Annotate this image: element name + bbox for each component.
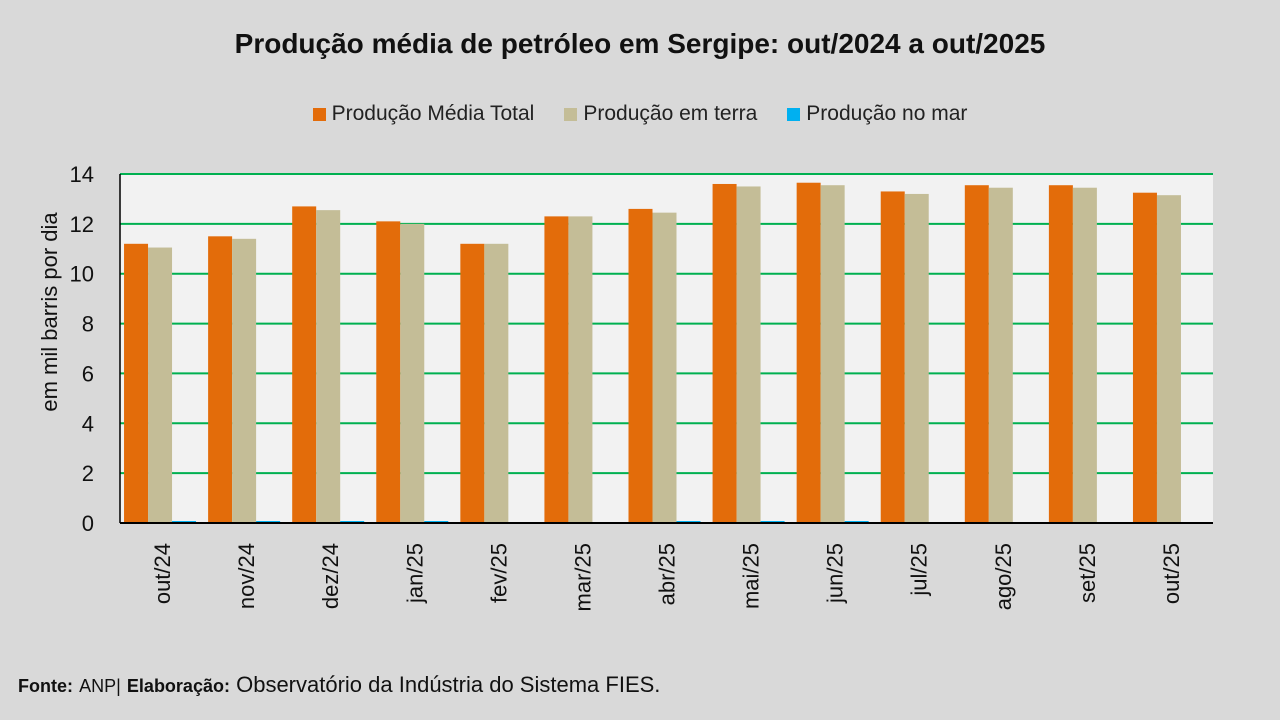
x-tick-label: set/25 bbox=[1075, 543, 1100, 603]
x-tick-label: mai/25 bbox=[739, 543, 764, 609]
x-tick-label: abr/25 bbox=[655, 543, 680, 605]
bar-produção-média-total-abr-25 bbox=[628, 208, 653, 523]
y-tick-label: 0 bbox=[82, 511, 94, 536]
legend-label-mar: Produção no mar bbox=[806, 102, 968, 125]
bar-produção-média-total-mai-25 bbox=[712, 183, 737, 523]
bar-produção-média-total-out-25 bbox=[1132, 192, 1157, 524]
bar-produção-em-terra-mai-25 bbox=[736, 186, 761, 523]
bar-produção-média-total-dez-24 bbox=[292, 206, 317, 523]
bar-produção-em-terra-jan-25 bbox=[400, 223, 425, 523]
y-tick-label: 4 bbox=[82, 411, 94, 436]
bar-produção-em-terra-fev-25 bbox=[484, 243, 509, 524]
x-tick-label: jul/25 bbox=[907, 543, 932, 597]
bar-produção-média-total-jun-25 bbox=[796, 182, 821, 523]
chart-plot: 0 2 4 6 8 10 12 14 out/24 nov/24 dez/24 jan/25 fev/2… bbox=[70, 162, 1213, 611]
bar-produção-em-terra-jul-25 bbox=[904, 193, 929, 523]
y-tick-label: 8 bbox=[82, 312, 94, 337]
footer-source-value: ANP| bbox=[79, 676, 121, 696]
bar-produção-média-total-jul-25 bbox=[880, 191, 905, 523]
bar-produção-em-terra-out-25 bbox=[1156, 195, 1181, 524]
chart-title: Produção média de petróleo em Sergipe: o… bbox=[234, 28, 1046, 59]
bar-produção-em-terra-dez-24 bbox=[316, 210, 341, 523]
bar-produção-média-total-nov-24 bbox=[208, 236, 233, 524]
bar-produção-média-total-set-25 bbox=[1048, 185, 1073, 524]
x-tick-label: dez/24 bbox=[318, 543, 343, 609]
y-tick-label: 12 bbox=[70, 212, 94, 237]
legend-item-terra: Produção em terra bbox=[564, 102, 757, 126]
x-tick-label: jan/25 bbox=[402, 543, 427, 604]
x-tick-label: out/24 bbox=[150, 543, 175, 604]
bar-produção-média-total-mar-25 bbox=[544, 216, 569, 523]
legend-label-terra: Produção em terra bbox=[583, 102, 758, 125]
legend-swatch-terra bbox=[564, 107, 578, 121]
y-tick-label: 2 bbox=[82, 461, 94, 486]
bar-produção-em-terra-out-24 bbox=[148, 247, 173, 523]
footer: Fonte: ANP| Elaboração: Observatório da … bbox=[18, 672, 660, 698]
footer-credit-label: Elaboração: bbox=[126, 676, 230, 696]
bar-produção-média-total-ago-25 bbox=[964, 185, 989, 524]
legend-item-mar: Produção no mar bbox=[787, 102, 967, 126]
bar-produção-em-terra-ago-25 bbox=[988, 187, 1013, 524]
bar-produção-média-total-out-24 bbox=[124, 243, 149, 524]
x-tick-label: nov/24 bbox=[234, 543, 259, 609]
x-tick-label: fev/25 bbox=[486, 543, 511, 603]
y-tick-label: 6 bbox=[82, 361, 94, 386]
x-tick-label: mar/25 bbox=[570, 543, 595, 611]
bar-produção-média-total-fev-25 bbox=[460, 243, 485, 524]
bar-produção-em-terra-jun-25 bbox=[820, 185, 845, 524]
footer-source-label: Fonte: bbox=[18, 676, 73, 696]
x-tick-label: jun/25 bbox=[823, 543, 848, 604]
legend: Produção Média Total Produção em terra P… bbox=[0, 102, 1280, 126]
y-tick-label: 14 bbox=[70, 162, 94, 187]
bar-produção-em-terra-abr-25 bbox=[652, 212, 677, 523]
bar-produção-em-terra-set-25 bbox=[1072, 187, 1097, 524]
bar-produção-em-terra-mar-25 bbox=[568, 216, 593, 523]
y-tick-label: 10 bbox=[70, 262, 94, 287]
legend-item-total: Produção Média Total bbox=[312, 102, 535, 126]
legend-swatch-total bbox=[312, 107, 326, 121]
footer-credit-value: Observatório da Indústria do Sistema FIE… bbox=[236, 672, 661, 697]
legend-swatch-mar bbox=[787, 107, 801, 121]
x-tick-label: ago/25 bbox=[991, 543, 1016, 610]
x-tick-label: out/25 bbox=[1159, 543, 1184, 604]
legend-label-total: Produção Média Total bbox=[331, 102, 535, 125]
bar-produção-média-total-jan-25 bbox=[376, 221, 401, 523]
bar-produção-em-terra-nov-24 bbox=[232, 238, 257, 524]
